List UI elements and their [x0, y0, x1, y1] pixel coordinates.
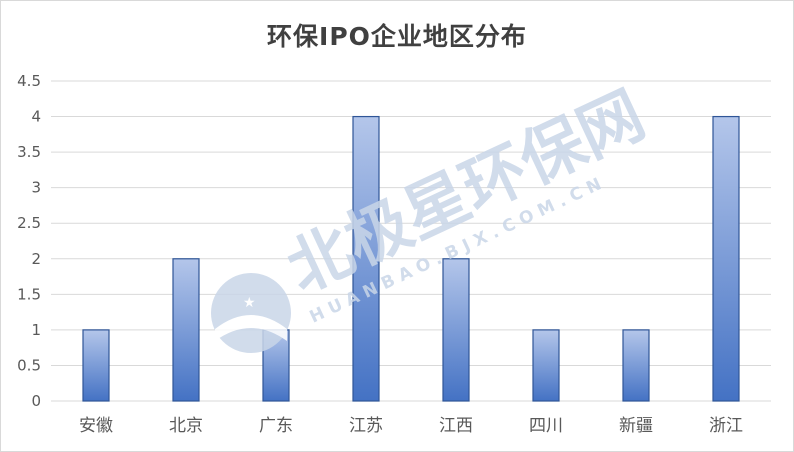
- bar-7: [712, 115, 740, 402]
- x-category-label: 江苏: [349, 416, 383, 436]
- x-category-label: 北京: [169, 416, 203, 436]
- x-category-label: 安徽: [79, 416, 113, 436]
- y-tick-label: 2.5: [17, 214, 41, 232]
- bar-0: [82, 329, 110, 402]
- y-tick-label: 1.5: [17, 285, 41, 303]
- y-tick-label: 4: [31, 108, 41, 126]
- y-axis-tick-labels: 0 0.5 1 1.5 2 2.5 3 3.5 4 4.5: [17, 72, 41, 410]
- y-tick-label: 0.5: [17, 356, 41, 374]
- x-category-label: 新疆: [619, 416, 653, 436]
- watermark: ★ 北极星环保网 HUANBAO.BJX.COM.CN: [211, 78, 656, 353]
- chart-title: 环保IPO企业地区分布: [267, 22, 527, 51]
- y-tick-label: 2: [31, 250, 41, 268]
- x-category-label: 浙江: [709, 416, 743, 436]
- bar-3: [352, 115, 380, 402]
- bar-1: [172, 258, 200, 402]
- bar-6: [622, 329, 650, 402]
- y-tick-label: 4.5: [17, 72, 41, 90]
- x-axis-category-labels: 安徽 北京 广东 江苏 江西 四川 新疆 浙江: [79, 416, 743, 436]
- y-tick-label: 1: [31, 321, 41, 339]
- bar-5: [532, 329, 560, 402]
- y-tick-label: 3: [31, 179, 41, 197]
- watermark-star-glyph: ★: [243, 295, 256, 311]
- x-category-label: 四川: [529, 416, 563, 436]
- x-category-label: 广东: [259, 416, 293, 436]
- bar-4: [442, 258, 470, 402]
- watermark-logo-icon: ★: [211, 273, 291, 353]
- gridlines: [51, 80, 771, 402]
- y-tick-label: 0: [31, 392, 41, 410]
- y-tick-label: 3.5: [17, 143, 41, 161]
- x-category-label: 江西: [439, 416, 473, 436]
